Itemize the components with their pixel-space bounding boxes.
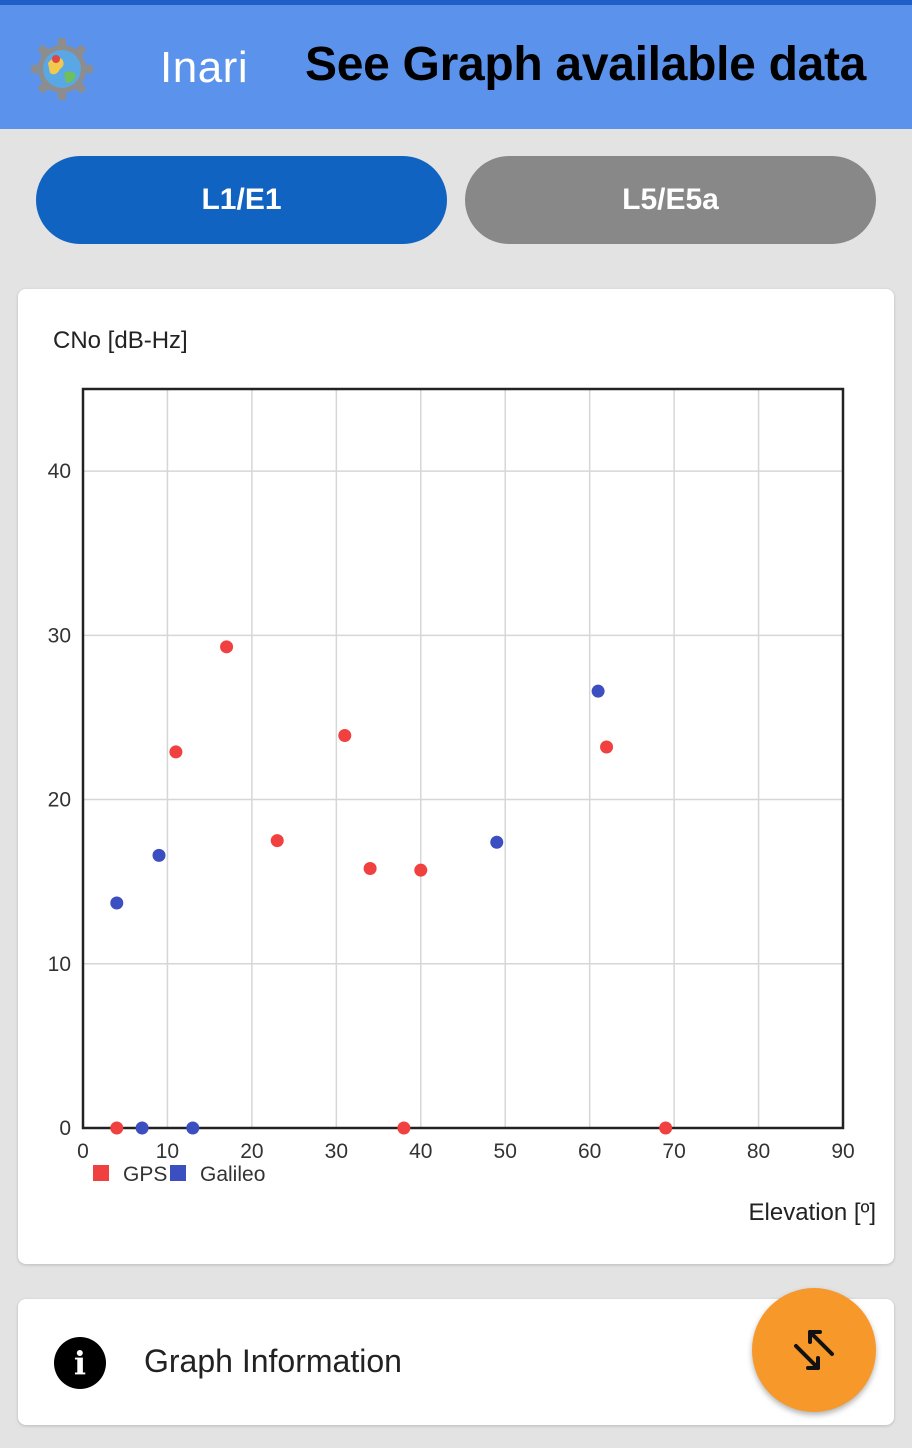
x-tick-label: 30 (325, 1140, 348, 1163)
gps-point (110, 1121, 124, 1135)
x-tick-label: 40 (409, 1140, 432, 1163)
galileo-point (591, 684, 605, 698)
status-strip (0, 0, 912, 5)
x-tick-label: 0 (77, 1140, 89, 1163)
gps-point (220, 640, 234, 654)
chart-card: CNo [dB-Hz] 0 10 20 30 40 50 60 70 80 90 0 10 20 30 40… (18, 289, 894, 1264)
gps-point (363, 862, 377, 876)
x-tick-label: 70 (662, 1140, 685, 1163)
galileo-point (186, 1121, 200, 1135)
gps-point (169, 745, 183, 759)
gps-point (397, 1121, 411, 1135)
app-logo-gear-globe-icon[interactable] (30, 37, 94, 101)
y-axis-label: CNo [dB-Hz] (53, 327, 188, 354)
tab-l1-e1[interactable]: L1/E1 (36, 156, 447, 244)
graph-information-label: Graph Information (144, 1343, 402, 1379)
graph-information-card[interactable]: i Graph Information (18, 1299, 894, 1425)
x-tick-label: 10 (156, 1140, 179, 1163)
gps-point (600, 740, 614, 754)
info-icon: i (54, 1337, 106, 1389)
y-tick-label: 30 (48, 624, 71, 647)
galileo-point (152, 848, 166, 862)
legend-swatch-gps (93, 1165, 109, 1181)
gps-point (270, 834, 284, 848)
galileo-point (490, 835, 504, 849)
swap-button[interactable] (752, 1288, 876, 1412)
x-axis-label: Elevation [º] (748, 1199, 877, 1226)
app-bar: Inari See Graph available data (0, 5, 912, 129)
tab-l5-e5a[interactable]: L5/E5a (465, 156, 876, 244)
app-name: Inari (160, 43, 249, 92)
y-tick-label: 10 (48, 953, 71, 976)
x-tick-label: 90 (831, 1140, 854, 1163)
y-tick-label: 40 (48, 460, 71, 483)
x-tick-label: 50 (494, 1140, 517, 1163)
y-tick-label: 0 (59, 1117, 71, 1140)
legend-label-gps: GPS (123, 1163, 167, 1186)
legend-label-galileo: Galileo (200, 1163, 265, 1186)
page-title: See Graph available data (305, 38, 867, 91)
x-tick-label: 60 (578, 1140, 601, 1163)
x-tick-label: 80 (747, 1140, 770, 1163)
plot-frame (81, 387, 845, 1130)
gps-point (338, 729, 352, 743)
galileo-point (110, 896, 124, 910)
swap-arrows-icon (794, 1330, 834, 1370)
gps-point (659, 1121, 673, 1135)
scatter-chart: 0 10 20 30 40 50 60 70 80 90 0 10 20 30 40 GPS Galileo (48, 387, 855, 1186)
legend-swatch-galileo (170, 1165, 186, 1181)
gps-point (414, 863, 428, 877)
y-tick-label: 20 (48, 789, 71, 812)
galileo-point (135, 1121, 149, 1135)
x-tick-label: 20 (240, 1140, 263, 1163)
